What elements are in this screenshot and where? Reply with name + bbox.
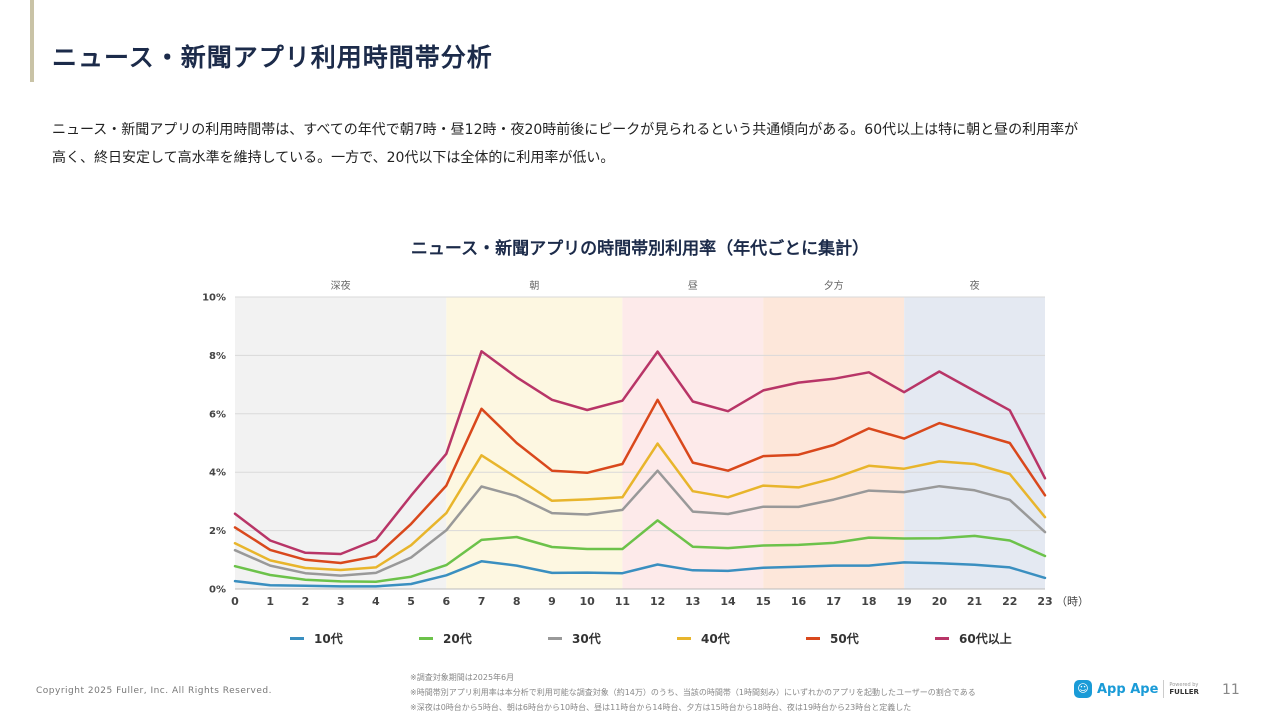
brand-logo: ☺ App Ape Powered by FULLER [1074,680,1199,698]
series-line-1 [233,519,1047,583]
x-tick-label-2: 2 [302,595,310,608]
legend-item-2: 30代 [548,630,601,647]
x-tick-label-4: 4 [372,595,380,608]
description-line-2: 高く、終日安定して高水準を維持している。一方で、20代以下は全体的に利用率が低い… [52,150,615,166]
x-tick-label-18: 18 [861,595,876,608]
y-tick-label-3: 6% [209,409,226,420]
x-tick-label-1: 1 [266,595,274,608]
series-line-0 [233,560,1047,588]
legend-swatch-5 [935,637,949,640]
y-tick-label-0: 0% [209,585,226,596]
legend-item-5: 60代以上 [935,630,1012,647]
copyright: Copyright 2025 Fuller, Inc. All Rights R… [36,686,272,696]
legend-swatch-4 [806,637,820,640]
x-axis-unit: （時） [1056,595,1089,608]
band-2 [622,297,764,589]
x-tick-label-13: 13 [685,595,700,608]
time-period-bands: 深夜 朝 昼 夕方 夜 [235,279,1045,589]
x-tick-label-22: 22 [1002,595,1017,608]
y-tick-label-5: 10% [202,293,226,304]
x-tick-label-8: 8 [513,595,521,608]
x-tick-label-12: 12 [650,595,665,608]
brand-sub: Powered by FULLER [1169,682,1199,696]
x-tick-label-5: 5 [407,595,415,608]
x-tick-label-20: 20 [932,595,948,608]
band-label-4: 夜 [970,279,980,292]
legend-swatch-0 [290,637,304,640]
page-title: ニュース・新聞アプリ利用時間帯分析 [52,43,493,72]
band-0 [235,297,447,589]
legend-swatch-1 [419,637,433,640]
x-tick-label-15: 15 [756,595,771,608]
band-label-2: 昼 [688,280,698,292]
series-lines [233,350,1047,588]
band-label-1: 朝 [529,280,539,292]
legend-swatch-3 [677,637,691,640]
legend-item-4: 50代 [806,630,859,647]
band-label-3: 夕方 [824,279,844,292]
legend-label-3: 40代 [701,632,730,646]
series-line-3 [233,442,1047,572]
x-tick-label-10: 10 [580,595,596,608]
brand-fuller: FULLER [1169,688,1199,696]
footnote-1: ※調査対象期間は2025年6月 [410,673,515,682]
y-tick-label-1: 2% [209,526,226,537]
title-accent-bar [30,0,34,82]
legend-item-1: 20代 [419,630,472,647]
chart-title: ニュース・新聞アプリの時間帯別利用率（年代ごとに集計） [410,239,870,259]
legend-label-0: 10代 [314,632,343,646]
legend-label-1: 20代 [443,632,472,646]
legend-label-5: 60代以上 [959,632,1012,646]
x-tick-label-21: 21 [967,595,982,608]
page-number: 11 [1222,682,1240,698]
legend-label-2: 30代 [572,632,601,646]
y-tick-label-4: 8% [209,351,226,362]
x-tick-label-14: 14 [720,595,736,608]
description-line-1: ニュース・新聞アプリの利用時間帯は、すべての年代で朝7時・昼12時・夜20時前後… [52,122,1079,138]
series-line-5 [233,350,1047,556]
brand-name: App Ape [1097,681,1159,697]
legend-item-3: 40代 [677,630,730,647]
legend-label-4: 50代 [830,632,859,646]
y-tick-label-2: 4% [209,468,226,479]
axis-labels: 0%2%4%6%8%10%0 1 2 3 4 5 6 7 8 9 10 11 12 13 14 15 16 17 1… [202,293,1089,609]
x-tick-label-0: 0 [231,595,239,608]
legend-swatch-2 [548,637,562,640]
band-4 [904,297,1045,589]
x-tick-label-17: 17 [826,595,841,608]
x-tick-label-19: 19 [896,595,911,608]
x-tick-label-6: 6 [442,595,450,608]
x-tick-label-11: 11 [615,595,630,608]
series-line-2 [233,469,1047,577]
chart-legend: 10代 20代 30代 40代 50代 60代以上 [0,630,1280,650]
x-tick-label-7: 7 [478,595,486,608]
band-label-0: 深夜 [331,279,351,292]
footnotes: ※調査対象期間は2025年6月 ※時間帯別アプリ利用率は本分析で利用可能な調査対… [410,670,976,715]
footnote-2: ※時間帯別アプリ利用率は本分析で利用可能な調査対象（約14万）のうち、当該の時間… [410,688,976,697]
x-tick-label-16: 16 [791,595,807,608]
app-ape-icon: ☺ [1074,680,1092,698]
brand-powered: Powered by [1169,682,1199,688]
x-tick-label-23: 23 [1037,595,1052,608]
x-tick-label-3: 3 [337,595,345,608]
brand-divider [1163,680,1165,698]
band-3 [763,297,905,589]
x-tick-label-9: 9 [548,595,556,608]
footnote-3: ※深夜は0時台から5時台、朝は6時台から10時台、昼は11時台から14時台、夕方… [410,703,912,712]
band-1 [446,297,623,589]
description: ニュース・新聞アプリの利用時間帯は、すべての年代で朝7時・昼12時・夜20時前後… [52,116,1232,172]
series-line-4 [233,398,1047,565]
legend-item-0: 10代 [290,630,343,647]
